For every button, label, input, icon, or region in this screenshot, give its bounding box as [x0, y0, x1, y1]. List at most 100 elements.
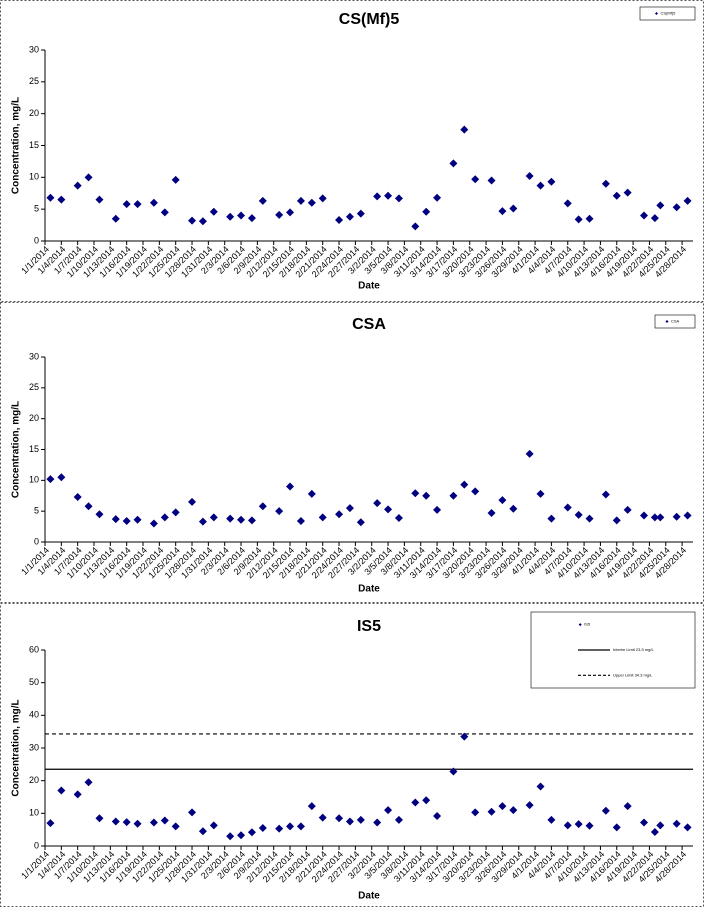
data-point — [188, 808, 197, 817]
data-point — [237, 831, 246, 840]
data-point — [247, 828, 256, 837]
y-tick-label: 20 — [29, 775, 39, 785]
data-point — [133, 819, 142, 828]
data-point — [672, 819, 681, 828]
data-point — [460, 732, 469, 741]
data-point — [46, 193, 55, 202]
data-point — [471, 487, 480, 496]
data-point — [171, 822, 180, 831]
data-point — [160, 208, 169, 217]
data-point — [373, 499, 382, 508]
data-point — [498, 207, 507, 216]
data-point — [57, 786, 66, 795]
data-point — [547, 177, 556, 186]
data-point — [612, 516, 621, 525]
data-point — [198, 517, 207, 526]
data-point — [487, 176, 496, 185]
chart-title: CSA — [352, 316, 386, 333]
data-point — [650, 513, 659, 522]
data-point — [111, 515, 120, 524]
data-point — [585, 514, 594, 523]
data-point — [585, 821, 594, 830]
data-point — [247, 516, 256, 525]
chart-title: IS5 — [357, 618, 381, 635]
data-point — [46, 475, 55, 484]
data-point — [411, 222, 420, 231]
data-point — [373, 192, 382, 201]
data-point — [612, 823, 621, 832]
data-point — [498, 496, 507, 505]
data-point — [433, 811, 442, 820]
data-point — [422, 796, 431, 805]
data-point — [656, 201, 665, 210]
data-point — [345, 504, 354, 513]
data-point — [601, 806, 610, 815]
data-point — [237, 211, 246, 220]
data-point — [525, 172, 534, 181]
y-tick-label: 40 — [29, 710, 39, 720]
data-point — [525, 801, 534, 810]
data-point — [209, 513, 218, 522]
data-point — [275, 824, 284, 833]
data-point — [133, 200, 142, 209]
data-point — [384, 806, 393, 815]
data-point — [639, 211, 648, 220]
x-axis-label: Date — [358, 584, 380, 595]
y-tick-label: 15 — [29, 140, 39, 150]
data-point — [335, 814, 344, 823]
data-point — [449, 159, 458, 168]
data-point — [188, 497, 197, 506]
data-point — [422, 491, 431, 500]
data-point — [574, 510, 583, 519]
data-point — [296, 822, 305, 831]
legend-label: CS(Mf)5 — [661, 11, 677, 16]
data-point — [683, 511, 692, 520]
data-point — [394, 513, 403, 522]
data-point — [411, 489, 420, 498]
data-point — [509, 504, 518, 513]
data-point — [422, 207, 431, 216]
data-point — [683, 823, 692, 832]
data-point — [198, 217, 207, 226]
data-point — [656, 513, 665, 522]
data-point — [318, 194, 327, 203]
data-point — [449, 767, 458, 776]
data-point — [384, 505, 393, 514]
y-tick-label: 30 — [29, 742, 39, 752]
data-point — [335, 215, 344, 224]
data-point — [411, 798, 420, 807]
data-point — [198, 827, 207, 836]
data-point — [536, 181, 545, 190]
y-tick-label: 20 — [29, 413, 39, 423]
y-tick-label: 15 — [29, 444, 39, 454]
data-point — [384, 191, 393, 200]
legend-label: CSA — [671, 319, 680, 324]
data-point — [57, 195, 66, 204]
legend-box — [639, 6, 696, 21]
data-point — [258, 824, 267, 833]
data-point — [122, 818, 131, 827]
y-tick-label: 50 — [29, 677, 39, 687]
data-point — [296, 196, 305, 205]
data-point — [160, 513, 169, 522]
data-point — [574, 820, 583, 829]
data-point — [171, 175, 180, 184]
legend-marker — [655, 12, 658, 15]
data-point — [672, 203, 681, 212]
data-point — [672, 512, 681, 521]
x-axis-label: Date — [358, 281, 380, 292]
data-point — [95, 195, 104, 204]
data-point — [149, 519, 158, 528]
data-point — [650, 827, 659, 836]
data-point — [73, 181, 82, 190]
data-point — [237, 515, 246, 524]
data-point — [307, 802, 316, 811]
data-point — [356, 209, 365, 218]
data-point — [471, 808, 480, 817]
data-point — [536, 782, 545, 791]
data-point — [286, 822, 295, 831]
data-point — [286, 482, 295, 491]
data-point — [73, 790, 82, 799]
data-point — [95, 814, 104, 823]
data-point — [356, 815, 365, 824]
